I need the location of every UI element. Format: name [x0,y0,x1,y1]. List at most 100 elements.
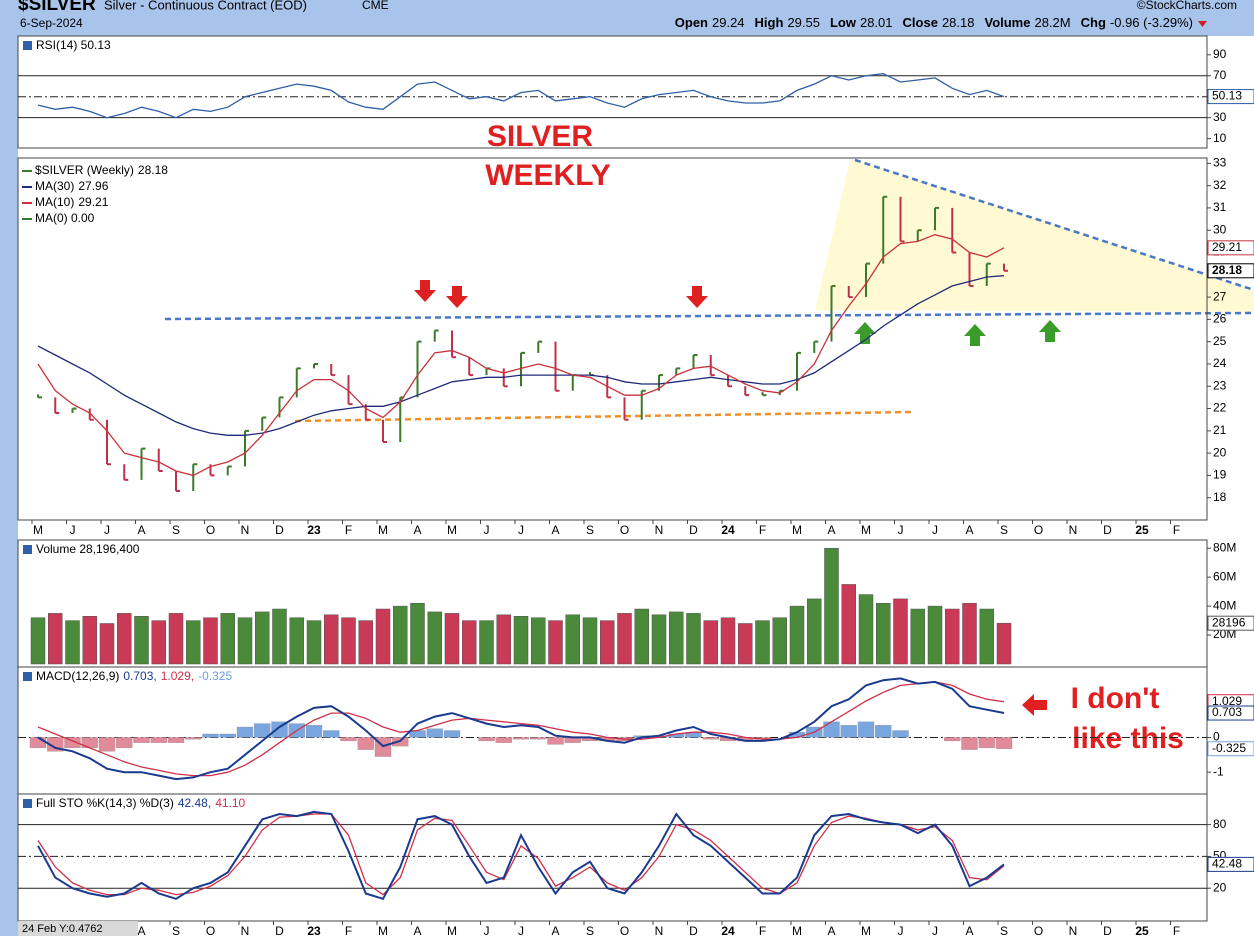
quote-value: 28.2M [1034,15,1070,30]
arrow-down [414,280,436,302]
volume-bar [876,602,891,665]
y-tick-label: 60M [1213,569,1236,583]
volume-bar [289,617,304,665]
histogram-bar [478,737,495,742]
histogram-bar [357,737,374,750]
series-line [37,813,1005,896]
legend-name: $SILVER (Weekly) [35,163,134,177]
title-part: -0.325 [198,669,232,683]
x-tick-label: J [484,523,490,537]
price-bar [951,207,957,254]
value-tag-label: 29.21 [1212,240,1242,254]
price-bar [140,447,146,480]
annotation: WEEKLY [485,159,611,192]
x-tick-label: S [1000,523,1008,537]
arrow-up [964,324,986,346]
volume-bar [375,608,391,665]
legend-value: 27.96 [78,179,108,193]
histogram-bar [443,730,461,738]
quote-label: Low [830,15,857,30]
x-tick-label: M [378,523,388,537]
y-tick-label: 19 [1213,468,1227,482]
quote-label: Close [903,15,938,30]
volume-bar [255,611,270,665]
instrument-name: Silver - Continuous Contract (EOD) [104,0,307,12]
x-tick-label: S [172,924,180,936]
price-bar [882,195,888,264]
value-tag-label: 28.18 [1212,263,1242,277]
value-tag-label: -0.325 [1212,741,1246,755]
y-tick-label: 80M [1213,540,1236,554]
legend-value: 29.21 [78,195,108,209]
panel-frame [17,793,1208,922]
series-line [37,810,1005,900]
volume-bar [117,613,132,665]
x-tick-label: D [689,924,698,936]
y-tick-label: 31 [1213,200,1227,214]
volume-bar [565,614,580,665]
histogram-bar [823,721,840,738]
volume-bar [462,620,477,665]
histogram-bar [512,737,530,740]
volume-bar [720,617,736,665]
price-bar [261,416,267,431]
x-tick-label: S [1000,924,1008,936]
volume-bar [789,605,805,665]
x-tick-label: N [1069,924,1078,936]
title-icon [23,799,32,808]
x-tick-label: A [413,523,421,537]
volume-bar [186,620,201,665]
volume-bar [82,615,97,665]
volume-bar [237,617,253,665]
histogram-bar [875,725,892,738]
legend-entry: MA(10) 29.21 [35,195,109,209]
y-tick-label: 10 [1213,131,1227,145]
x-tick-label: S [172,523,180,537]
volume-bar [99,623,115,665]
price-bar [468,357,474,377]
x-tick-label: J [932,523,938,537]
x-tick-label: F [345,924,352,936]
x-tick-label: N [241,924,250,936]
title-part: 41.10 [215,796,245,810]
histogram-bar [236,726,254,738]
price-bar [934,206,939,231]
volume-bar [910,608,925,665]
quote-label: Chg [1081,15,1106,30]
x-tick-label: M [447,924,457,936]
x-tick-label: O [620,924,629,936]
y-tick-label: 40M [1213,598,1236,612]
base-line [294,410,913,423]
volume-bar [858,594,874,665]
x-tick-label: A [965,924,973,936]
support-line [164,311,1254,321]
legend-value: 28.18 [138,163,168,177]
value-tag-label: 1.029 [1212,694,1242,708]
x-tick-label: O [1034,523,1043,537]
y-tick-label: 22 [1213,401,1227,415]
chart-background [18,36,1254,936]
y-tick-label: 70 [1213,68,1227,82]
x-tick-label: A [965,523,973,537]
y-tick-label: 32 [1213,178,1227,192]
price-bar [830,284,836,342]
histogram-bar [426,728,443,738]
legend-name: MA(30) [35,179,74,193]
y-tick-label: 30 [1213,222,1227,236]
legend-entry: MA(0) 0.00 [35,211,95,225]
value-tag [1207,240,1254,256]
x-tick-label: 25 [1135,523,1149,537]
value-tag-label: 42.48 [1212,857,1242,871]
volume-bar [427,611,442,665]
volume-bar [168,613,184,665]
volume-bar [807,598,822,665]
volume-bar [479,620,494,665]
volume-bar [444,613,460,665]
x-tick-label: D [1103,523,1112,537]
histogram-bar [29,737,47,749]
x-tick-label: J [932,924,938,936]
volume-bar [945,608,960,665]
y-tick-label: 30 [1213,110,1227,124]
x-tick-label: A [137,523,145,537]
histogram-bar [340,737,357,742]
